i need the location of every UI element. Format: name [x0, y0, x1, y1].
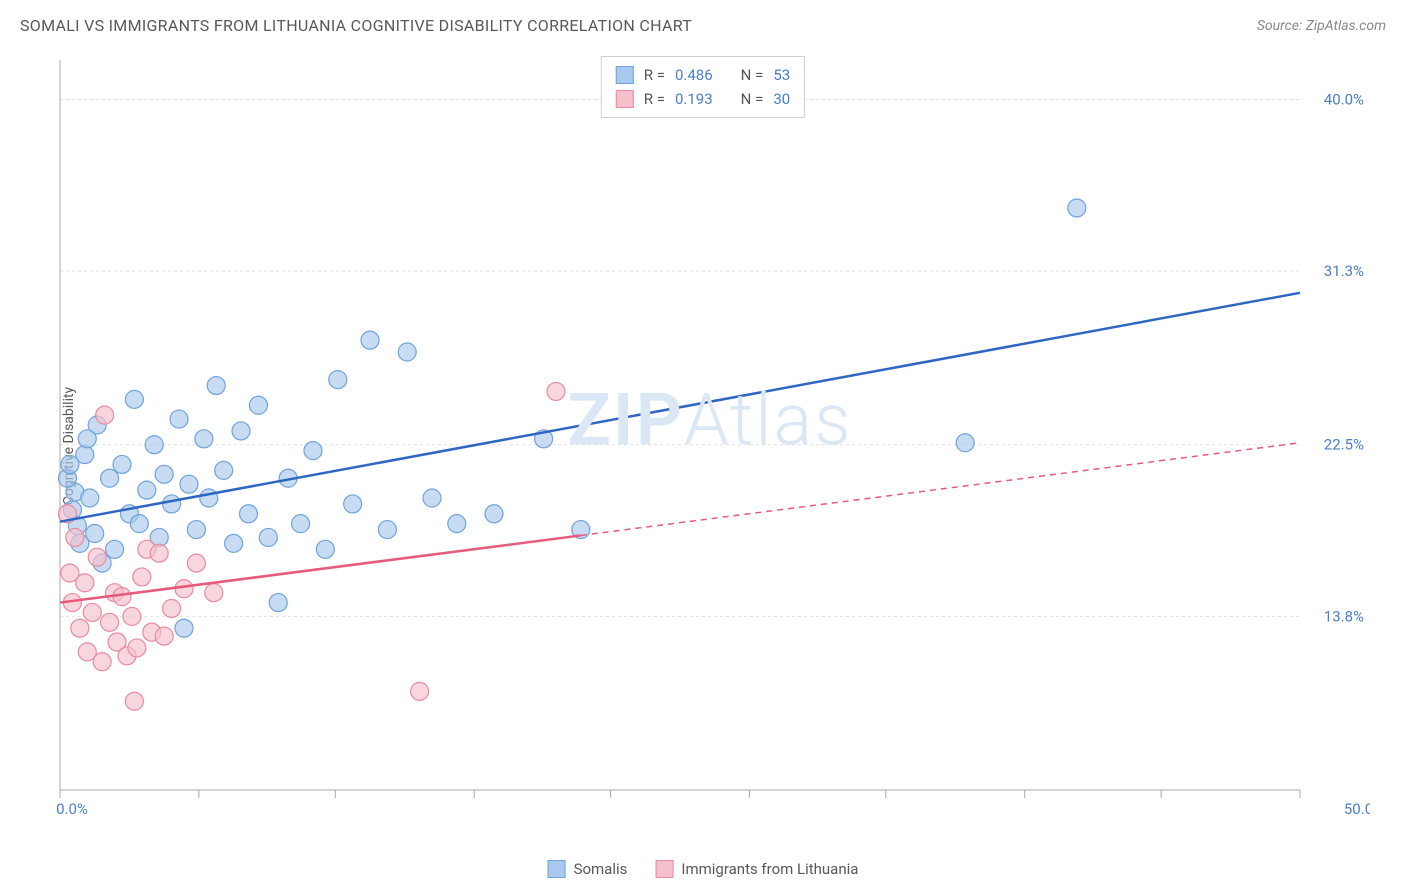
source-label: Source: ZipAtlas.com: [1257, 18, 1386, 34]
n-value-blue: 53: [773, 63, 790, 87]
chart-title: SOMALI VS IMMIGRANTS FROM LITHUANIA COGN…: [20, 16, 692, 35]
n-value-pink: 30: [773, 87, 790, 111]
legend-label-pink: Immigrants from Lithuania: [681, 860, 858, 878]
chart-area: 13.8%22.5%31.3%40.0%0.0%50.0% ZIPAtlas: [50, 50, 1370, 820]
svg-text:13.8%: 13.8%: [1324, 607, 1364, 625]
legend-stats-row-blue: R = 0.486 N = 53: [616, 63, 790, 87]
legend-item-blue: Somalis: [548, 860, 628, 878]
n-label-blue: N =: [741, 63, 764, 87]
chart-container: SOMALI VS IMMIGRANTS FROM LITHUANIA COGN…: [0, 0, 1406, 892]
legend-stats-row-pink: R = 0.193 N = 30: [616, 87, 790, 111]
svg-text:31.3%: 31.3%: [1324, 262, 1364, 280]
svg-text:22.5%: 22.5%: [1324, 436, 1364, 454]
swatch-pink-icon: [616, 90, 634, 108]
swatch-pink-icon: [655, 860, 673, 878]
n-label-pink: N =: [741, 87, 764, 111]
r-value-pink: 0.193: [675, 87, 713, 111]
swatch-blue-icon: [548, 860, 566, 878]
legend-stats: R = 0.486 N = 53 R = 0.193 N = 30: [601, 56, 805, 118]
svg-text:0.0%: 0.0%: [56, 800, 88, 818]
legend-label-blue: Somalis: [574, 860, 628, 878]
plot-svg: 13.8% 22.5% 31.3% 40.0% 0.0% 50.0%: [50, 50, 1370, 820]
legend-series: Somalis Immigrants from Lithuania: [548, 860, 859, 878]
r-label-blue: R =: [644, 63, 665, 87]
svg-text:50.0%: 50.0%: [1344, 800, 1370, 818]
r-value-blue: 0.486: [675, 63, 713, 87]
svg-text:40.0%: 40.0%: [1324, 90, 1364, 108]
r-label-pink: R =: [644, 87, 665, 111]
swatch-blue-icon: [616, 66, 634, 84]
legend-item-pink: Immigrants from Lithuania: [655, 860, 858, 878]
header: SOMALI VS IMMIGRANTS FROM LITHUANIA COGN…: [20, 16, 1386, 35]
